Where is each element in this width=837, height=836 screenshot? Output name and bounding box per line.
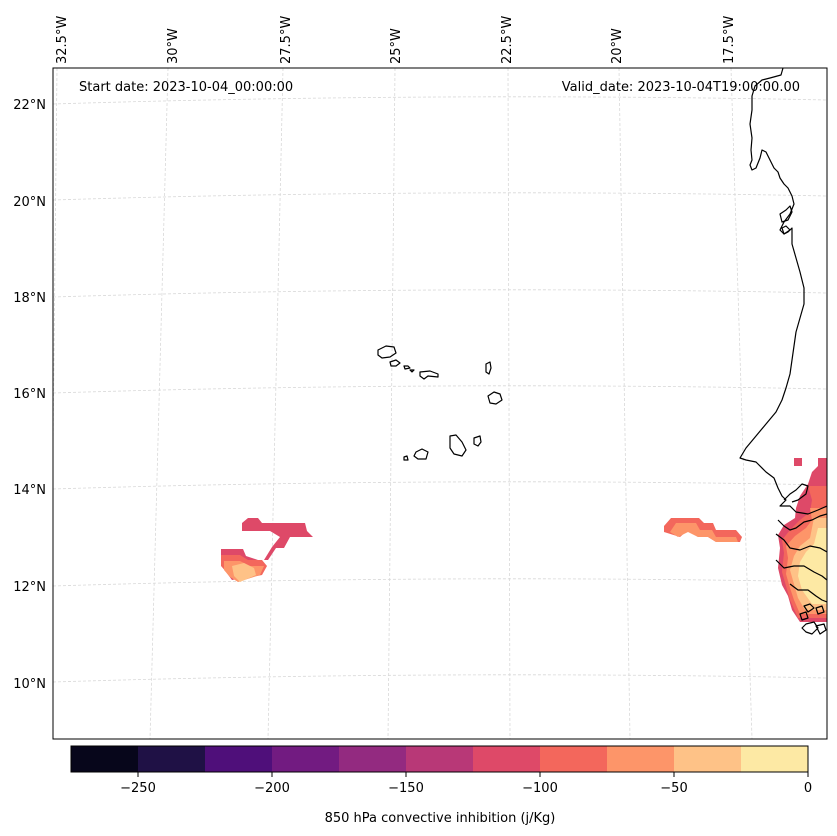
coast-south-2 <box>775 559 827 581</box>
colorbar-bin <box>674 746 742 772</box>
cin-patch-central-inner <box>670 523 738 542</box>
lon-label: 17.5°W <box>722 16 737 64</box>
coast-south-1 <box>775 533 827 553</box>
sao-vicente-island <box>389 359 401 367</box>
lat-label: 20°N <box>13 195 46 210</box>
fogo-island <box>413 448 429 460</box>
lon-label: 25°W <box>389 28 404 64</box>
colorbar-border <box>70 745 809 773</box>
sao-nicolau-island <box>409 369 439 380</box>
map-frame <box>52 67 828 740</box>
colorbar-bin <box>741 746 809 772</box>
latitude-labels: 22°N 20°N 18°N 16°N 14°N 12°N 10°N <box>13 98 46 692</box>
cin-patch-west-upper <box>242 518 313 560</box>
lon-label: 27.5°W <box>279 16 294 64</box>
lon-label: 30°W <box>166 28 181 64</box>
lat-label: 14°N <box>13 483 46 498</box>
coast-inlet-upper <box>779 205 793 223</box>
cin-patch-east-top <box>794 458 802 466</box>
map-border <box>52 67 828 740</box>
colorbar-bin <box>339 746 407 772</box>
coast-south-3 <box>789 583 827 603</box>
coastlines <box>377 68 827 635</box>
meridian-gridlines <box>53 68 753 739</box>
lat-label: 16°N <box>13 387 46 402</box>
lon-label: 32.5°W <box>55 16 70 64</box>
colorbar-tick-label: −150 <box>388 781 424 796</box>
lat-label: 10°N <box>13 677 46 692</box>
brava-island <box>403 455 409 461</box>
african-coastline <box>739 68 827 515</box>
santiago-island <box>449 434 467 457</box>
lat-label: 22°N <box>13 98 46 113</box>
lat-label: 18°N <box>13 291 46 306</box>
lat-label: 12°N <box>13 580 46 595</box>
santa-luzia-island <box>403 365 411 370</box>
colorbar <box>71 746 809 772</box>
guinea-coast <box>777 513 827 531</box>
maio-island <box>473 435 482 447</box>
santo-antao-island <box>377 345 397 359</box>
colorbar-bin <box>272 746 340 772</box>
colorbar-bin <box>540 746 608 772</box>
colorbar-tick-label: 0 <box>804 781 812 796</box>
colorbar-bin <box>406 746 474 772</box>
parallel-gridlines <box>53 96 827 683</box>
valid-date-label: Valid_date: 2023-10-04T19:00:00.00 <box>562 80 800 95</box>
gambia-river <box>783 483 809 503</box>
colorbar-tick-label: −50 <box>660 781 687 796</box>
colorbar-bin <box>607 746 675 772</box>
colorbar-tick-label: −250 <box>120 781 156 796</box>
lon-label: 22.5°W <box>500 16 515 64</box>
boa-vista-island <box>487 391 503 405</box>
colorbar-bin <box>205 746 273 772</box>
coast-inlet-lower <box>781 225 791 235</box>
cin-patch-west-core <box>232 563 256 582</box>
sal-island <box>485 361 492 375</box>
start-date-label: Start date: 2023-10-04_00:00:00 <box>79 80 293 95</box>
lon-label: 20°W <box>610 28 625 64</box>
colorbar-label: 850 hPa convective inhibition (j/Kg) <box>325 811 556 826</box>
colorbar-bin <box>71 746 139 772</box>
colorbar-tick-label: −100 <box>522 781 558 796</box>
colorbar-tick-label: −200 <box>254 781 290 796</box>
cin-patch-east-core <box>798 528 827 604</box>
colorbar-bin <box>473 746 541 772</box>
cin-contours <box>221 458 827 622</box>
colorbar-ticks: −250 −200 −150 −100 −50 0 <box>120 772 812 796</box>
colorbar-bin <box>138 746 206 772</box>
bijagos-islands <box>799 603 827 635</box>
longitude-labels: 32.5°W 30°W 27.5°W 25°W 22.5°W 20°W 17.5… <box>55 16 737 64</box>
